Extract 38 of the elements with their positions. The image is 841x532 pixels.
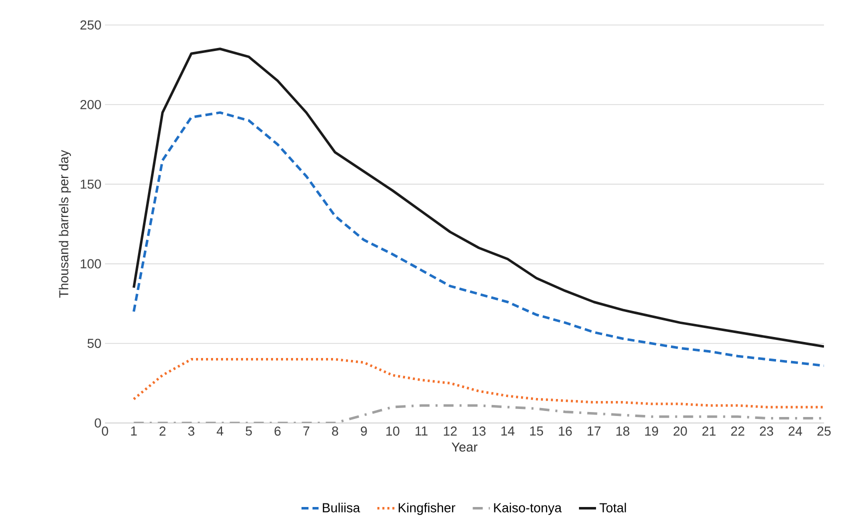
x-tick-label: 2 bbox=[160, 426, 166, 436]
x-tick-label: 7 bbox=[303, 426, 310, 436]
y-tick-label: 0 bbox=[94, 418, 101, 428]
x-tick-label: 17 bbox=[588, 426, 600, 436]
x-tick-label: 5 bbox=[246, 426, 252, 436]
x-tick-label: 21 bbox=[702, 426, 716, 436]
x-tick-label: 14 bbox=[501, 426, 514, 436]
y-tick-label: 150 bbox=[80, 180, 101, 189]
x-tick-label: 3 bbox=[188, 426, 194, 436]
x-tick-label: 6 bbox=[274, 426, 281, 436]
y-tick-label: 250 bbox=[80, 20, 101, 30]
legend-label: Buliisa bbox=[322, 502, 360, 512]
x-tick-label: 8 bbox=[332, 426, 338, 436]
legend-label: Kingfisher bbox=[398, 502, 456, 515]
x-tick-label: 16 bbox=[558, 426, 572, 436]
x-tick-label: 24 bbox=[788, 426, 802, 436]
x-tick-label: 1 bbox=[131, 426, 137, 436]
x-tick-label: 22 bbox=[731, 426, 744, 436]
x-tick-label: 18 bbox=[616, 426, 630, 436]
x-tick-label: 23 bbox=[760, 426, 774, 436]
y-axis-title: Thousand barrels per day bbox=[58, 150, 71, 298]
x-tick-label: 11 bbox=[416, 426, 428, 436]
x-tick-label: 15 bbox=[530, 426, 544, 436]
y-tick-label: 100 bbox=[80, 259, 101, 268]
y-tick-label: 50 bbox=[88, 338, 101, 348]
x-tick-label: 20 bbox=[674, 426, 687, 436]
legend-label: Total bbox=[600, 502, 626, 512]
x-tick-label: 25 bbox=[817, 426, 831, 436]
x-tick-label: 4 bbox=[216, 426, 224, 436]
y-tick-label: 200 bbox=[80, 100, 101, 110]
x-tick-label: 12 bbox=[444, 426, 457, 436]
x-tick-label: 0 bbox=[102, 426, 108, 436]
x-axis-title: Year bbox=[452, 442, 478, 452]
x-tick-label: 10 bbox=[386, 426, 400, 436]
legend-label: Kaiso-tonya bbox=[494, 502, 562, 515]
x-tick-label: 9 bbox=[360, 426, 367, 436]
x-tick-label: 13 bbox=[472, 426, 486, 436]
x-tick-label: 19 bbox=[645, 426, 658, 436]
